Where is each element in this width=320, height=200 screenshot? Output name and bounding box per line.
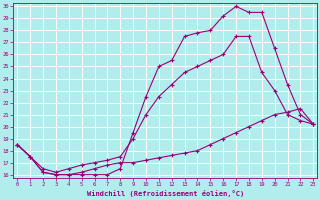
X-axis label: Windchill (Refroidissement éolien,°C): Windchill (Refroidissement éolien,°C) <box>87 190 244 197</box>
